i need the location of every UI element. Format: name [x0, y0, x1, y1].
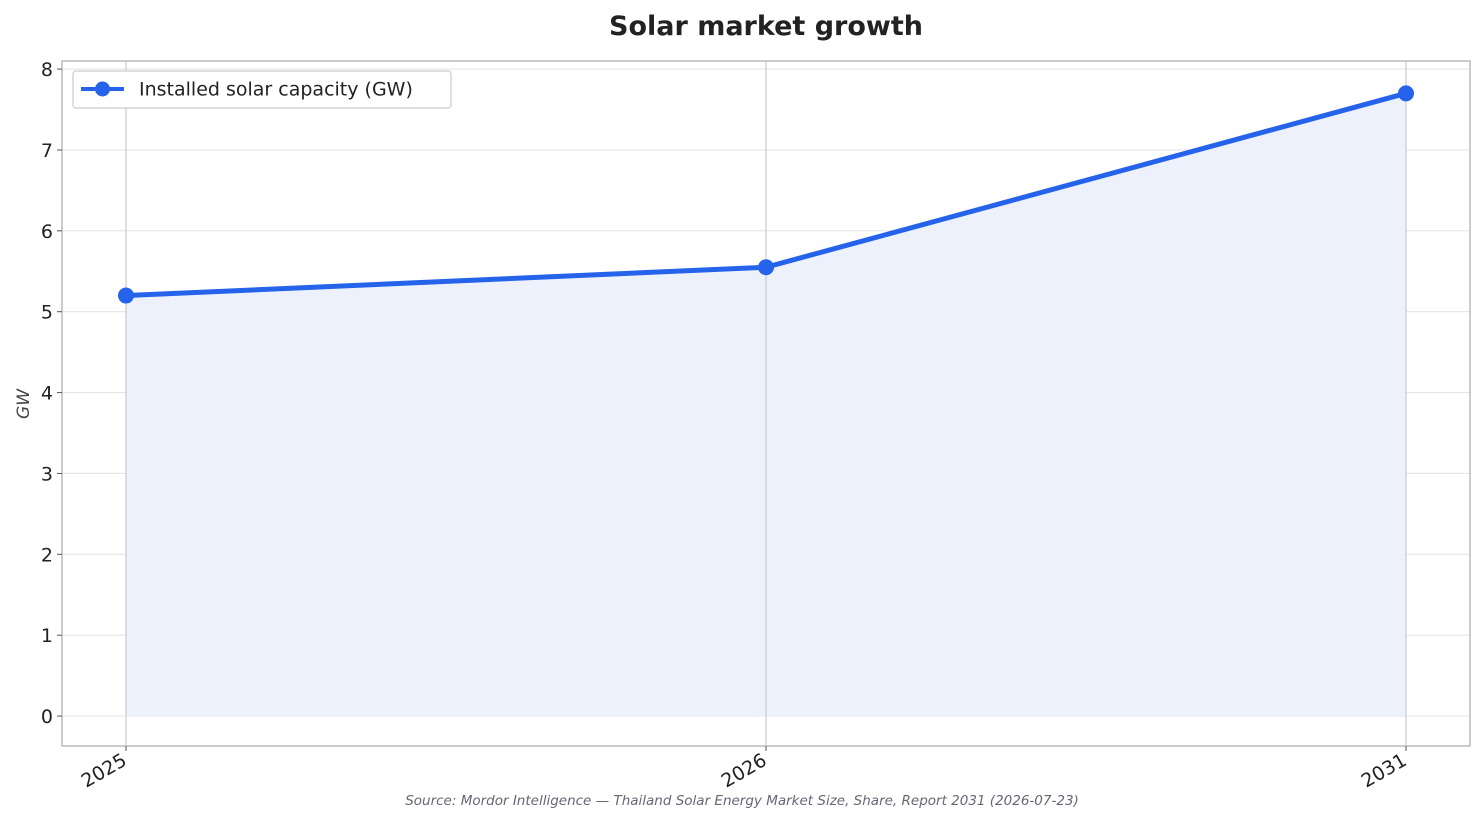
y-tick-label: 2: [41, 544, 53, 566]
y-tick-label: 6: [41, 221, 53, 243]
y-tick-label: 3: [41, 463, 53, 485]
y-axis-label: GW: [14, 388, 34, 419]
legend-entry-label: Installed solar capacity (GW): [139, 79, 413, 101]
legend-point-marker: [95, 81, 110, 97]
legend: Installed solar capacity (GW): [72, 70, 452, 109]
chart-title: Solar market growth: [609, 11, 923, 42]
data-point: [1398, 85, 1414, 102]
series-points: [118, 85, 1414, 304]
y-tick-label: 0: [41, 706, 53, 728]
x-tick-label: 2026: [718, 749, 771, 792]
source-note: Source: Mordor Intelligence — Thailand S…: [405, 793, 1079, 809]
data-point: [118, 287, 134, 304]
y-tick-label: 7: [41, 140, 53, 162]
y-tick-label: 5: [41, 302, 53, 324]
x-tick-label: 2031: [1358, 749, 1411, 792]
y-tick-label: 8: [41, 59, 53, 81]
x-tick-label: 2025: [78, 749, 131, 792]
legend-box: [72, 70, 452, 109]
y-axis-ticks: 0 1 2 3 4 5 6 7 8: [41, 59, 62, 728]
x-gridlines: [125, 61, 1407, 746]
x-axis-ticks: 2025 2026 2031: [78, 746, 1411, 793]
data-point: [758, 259, 774, 276]
y-tick-label: 4: [41, 383, 53, 405]
y-tick-label: 1: [41, 625, 53, 647]
